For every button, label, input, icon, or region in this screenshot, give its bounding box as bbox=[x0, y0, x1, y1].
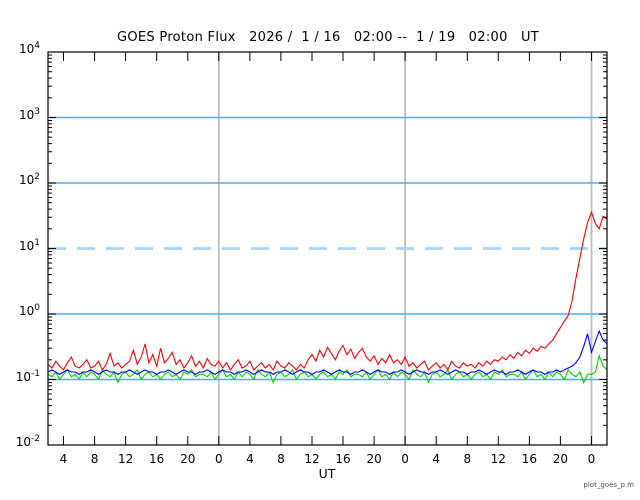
y-tick-label: 100 bbox=[18, 303, 40, 319]
x-tick-label: 0 bbox=[587, 452, 596, 466]
x-tick-label: 4 bbox=[59, 452, 68, 466]
y-tick-label: 103 bbox=[18, 106, 40, 122]
x-axis-label: UT bbox=[318, 466, 336, 481]
y-tick-label: 10-1 bbox=[15, 368, 40, 384]
x-tick-label: 16 bbox=[521, 452, 538, 466]
x-tick-label: 12 bbox=[117, 452, 134, 466]
series-red-line bbox=[47, 210, 608, 372]
y-tick-label: 104 bbox=[18, 41, 40, 57]
x-tick-label: 8 bbox=[277, 452, 285, 466]
chart-title: GOES Proton Flux 2026 / 1 / 16 02:00 -- … bbox=[117, 30, 539, 45]
y-tick-label: 101 bbox=[18, 237, 40, 253]
x-tick-label: 12 bbox=[490, 452, 506, 466]
x-tick-label: 0 bbox=[401, 452, 409, 466]
x-tick-label: 8 bbox=[90, 452, 99, 466]
x-tick-label: 16 bbox=[335, 452, 351, 466]
series-blue-line bbox=[47, 329, 608, 375]
x-tick-label: 16 bbox=[149, 452, 165, 466]
x-tick-label: 0 bbox=[214, 452, 223, 466]
x-tick-label: 4 bbox=[246, 452, 254, 466]
x-tick-label: 8 bbox=[463, 452, 472, 466]
x-tick-label: 20 bbox=[180, 452, 196, 466]
y-tick-label: 10-2 bbox=[15, 434, 40, 450]
watermark-text: plot_goes_p.m bbox=[583, 481, 634, 489]
x-tick-label: 12 bbox=[304, 452, 320, 466]
x-tick-label: 4 bbox=[432, 452, 441, 466]
x-tick-label: 20 bbox=[366, 452, 382, 466]
x-tick-label: 20 bbox=[552, 452, 569, 466]
y-tick-label: 102 bbox=[18, 172, 40, 188]
series-green-line bbox=[47, 353, 608, 384]
